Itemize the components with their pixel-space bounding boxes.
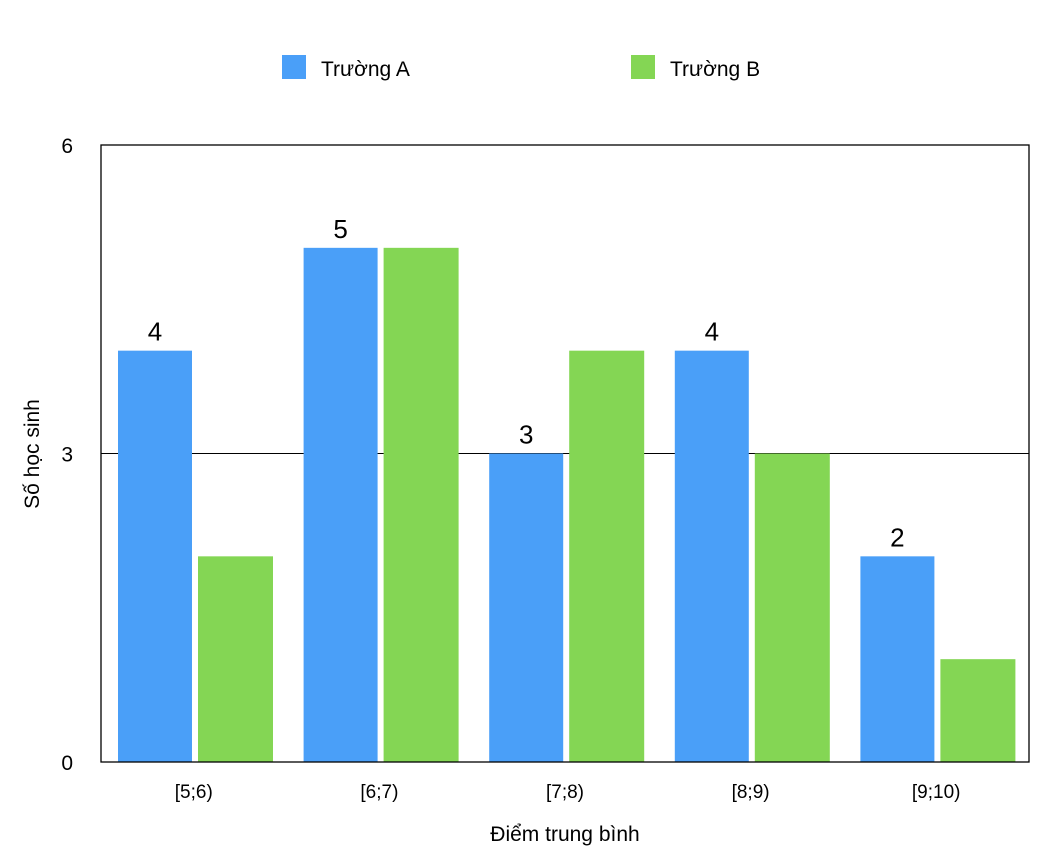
bar-b-1 — [198, 556, 273, 762]
legend-label-1: Trường A — [321, 58, 410, 81]
legend-swatch-1 — [282, 55, 306, 79]
data-label: 3 — [519, 420, 533, 450]
data-label: 5 — [333, 214, 347, 244]
x-tick-label: [8;9) — [732, 782, 770, 803]
data-labels: 4 5 3 4 2 — [148, 214, 905, 552]
bar-a-3 — [489, 453, 564, 762]
legend-label-2: Trường B — [670, 58, 760, 81]
data-label: 4 — [705, 317, 719, 347]
plot-frame — [100, 144, 1030, 763]
bars — [118, 247, 1016, 763]
bar-b-5 — [940, 659, 1016, 762]
bar-a-4 — [674, 350, 749, 762]
bar-a-1 — [118, 350, 192, 762]
y-axis-ticks: 0 3 6 — [61, 135, 73, 775]
y-tick-label: 3 — [61, 444, 73, 467]
x-tick-label: [6;7) — [360, 782, 398, 803]
legend-swatch-2 — [631, 55, 655, 79]
x-axis-ticks: [5;6) [6;7) [7;8) [8;9) [9;10) — [175, 782, 961, 803]
bar-b-3 — [569, 350, 645, 762]
x-tick-label: [5;6) — [175, 782, 213, 803]
x-tick-label: [7;8) — [546, 782, 584, 803]
x-tick-label: [9;10) — [912, 782, 961, 803]
y-axis-title: Số học sinh — [21, 399, 44, 509]
y-tick-label: 6 — [61, 135, 73, 158]
legend: Trường A Trường B — [282, 55, 760, 81]
data-label: 4 — [148, 317, 162, 347]
bar-a-2 — [303, 247, 378, 763]
data-label: 2 — [890, 522, 904, 552]
bar-b-4 — [754, 453, 830, 762]
bar-a-5 — [860, 556, 935, 762]
x-axis-title: Điểm trung bình — [490, 823, 639, 846]
y-tick-label: 0 — [61, 752, 73, 775]
bar-b-2 — [383, 247, 459, 763]
